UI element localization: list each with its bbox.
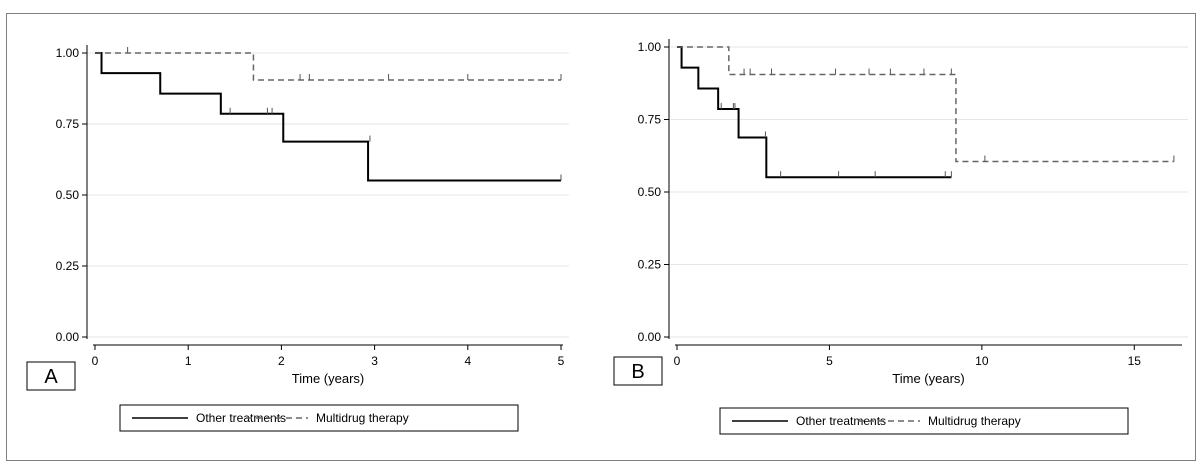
legend-label-multidrug-therapy: Multidrug therapy <box>316 411 409 425</box>
y-tick-label: 0.00 <box>638 330 662 344</box>
panel-label: B <box>631 361 644 383</box>
x-tick-label: 0 <box>92 354 99 368</box>
y-tick-label: 0.00 <box>56 330 80 344</box>
x-tick-label: 15 <box>1128 354 1142 368</box>
series-line-other-treatments <box>95 52 561 182</box>
panel-label: A <box>44 366 58 388</box>
x-tick-label: 2 <box>278 354 285 368</box>
legend-label-multidrug-therapy: Multidrug therapy <box>928 414 1021 428</box>
x-tick-label: 10 <box>975 354 989 368</box>
chart-panel-a: 0.00 0.25 0.50 0.75 1.00 0 1 2 3 4 5 Time (years) A O… <box>26 45 569 432</box>
series-line-multidrug-therapy <box>95 52 561 81</box>
y-tick-label: 0.75 <box>638 113 662 127</box>
x-tick-label: 4 <box>464 354 471 368</box>
legend-box <box>119 404 519 432</box>
y-tick-label: 0.25 <box>56 259 80 273</box>
y-tick-label: 0.50 <box>638 185 662 199</box>
legend-label-other-treatments: Other treatments <box>196 411 286 425</box>
x-tick-label: 5 <box>558 354 565 368</box>
x-tick-label: 5 <box>826 354 833 368</box>
x-axis-title: Time (years) <box>292 371 364 386</box>
legend-label-other-treatments: Other treatments <box>796 414 886 428</box>
y-tick-label: 1.00 <box>638 40 662 54</box>
y-tick-label: 1.00 <box>56 46 80 60</box>
series-line-other-treatments <box>677 46 952 179</box>
x-axis-title: Time (years) <box>892 371 964 386</box>
figure-frame <box>6 13 1196 461</box>
y-tick-label: 0.75 <box>56 117 80 131</box>
x-tick-label: 1 <box>185 354 192 368</box>
y-tick-label: 0.25 <box>638 258 662 272</box>
panel-label-box <box>613 356 663 386</box>
chart-panel-b: 0.00 0.25 0.50 0.75 1.00 0 5 10 15 Time (years) B O… <box>613 39 1188 435</box>
y-tick-label: 0.50 <box>56 188 80 202</box>
series-line-multidrug-therapy <box>677 46 1174 163</box>
x-tick-label: 0 <box>674 354 681 368</box>
panel-label-box <box>26 361 76 391</box>
x-tick-label: 3 <box>371 354 378 368</box>
